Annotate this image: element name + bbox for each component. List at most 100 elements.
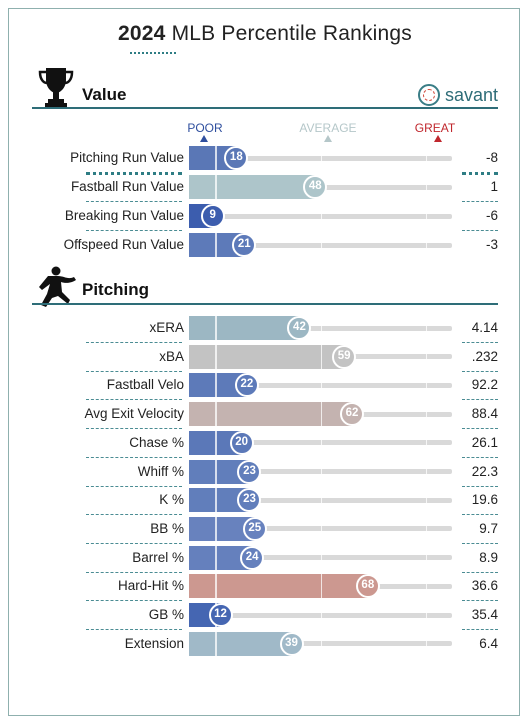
- row-divider-left: [86, 172, 182, 175]
- bar-tick: [425, 603, 428, 627]
- bar-tick: [425, 545, 428, 570]
- metric-value: 8.9: [479, 549, 498, 565]
- bar-tick: [425, 175, 428, 199]
- section-title-pitching: Pitching: [82, 280, 150, 299]
- bar-tick: [320, 373, 322, 398]
- row-divider-right: [462, 571, 498, 573]
- trophy-icon: [38, 68, 74, 109]
- metric-value: 36.6: [471, 578, 498, 594]
- percentile-circle[interactable]: 48: [303, 175, 328, 199]
- bar-tick: [215, 459, 217, 484]
- percentile-bar: [189, 631, 292, 656]
- metric-label: Fastball Velo: [106, 377, 184, 393]
- metric-label: xERA: [149, 320, 184, 335]
- metric-value: 19.6: [471, 492, 498, 508]
- bar-tick: [320, 459, 322, 484]
- bar-tick: [320, 316, 322, 340]
- metric-value: -6: [485, 208, 498, 223]
- bar-tick: [425, 488, 428, 513]
- metric-value: 92.2: [471, 377, 498, 393]
- row-divider-left: [86, 542, 182, 544]
- percentile-circle[interactable]: 39: [279, 631, 304, 656]
- scale-poor-label: POOR: [187, 121, 223, 135]
- metric-label: BB %: [150, 520, 184, 536]
- bar-tick: [425, 516, 428, 541]
- percentile-bar: [189, 316, 300, 340]
- section-title-value: Value: [82, 85, 127, 104]
- row-divider-right: [462, 201, 498, 202]
- metric-value: 26.1: [471, 434, 498, 450]
- row-divider-right: [462, 370, 498, 372]
- percentile-bar: [189, 574, 368, 599]
- bar-tick: [320, 631, 322, 656]
- metric-value: 9.7: [479, 520, 498, 536]
- bar-tick: [215, 175, 217, 199]
- metric-value: 35.4: [471, 607, 498, 622]
- row-divider-right: [462, 230, 498, 231]
- page-title: 2024 MLB Percentile Rankings: [0, 22, 530, 46]
- bar-tick: [425, 204, 428, 228]
- metric-label: Breaking Run Value: [64, 208, 184, 223]
- percentile-bar: [189, 402, 353, 427]
- percentile-circle[interactable]: 25: [242, 516, 267, 541]
- scale-great-arrow: [434, 135, 442, 142]
- percentile-circle[interactable]: 9: [200, 204, 225, 228]
- metric-label: GB %: [148, 607, 184, 622]
- row-divider-left: [86, 571, 182, 573]
- metric-value: -8: [485, 150, 498, 165]
- percentile-circle[interactable]: 22: [234, 373, 259, 398]
- row-divider-left: [86, 514, 182, 516]
- scale-average-label: AVERAGE: [299, 121, 357, 135]
- row-divider-right: [462, 514, 498, 516]
- bar-tick: [215, 430, 217, 455]
- metric-label: Offspeed Run Value: [63, 237, 184, 252]
- percentile-bar: [189, 344, 345, 369]
- row-divider-right: [462, 629, 498, 630]
- pitcher-icon: [39, 266, 76, 307]
- row-divider-right: [462, 342, 498, 343]
- bar-tick: [425, 631, 428, 656]
- savant-label: savant: [445, 84, 499, 105]
- percentile-circle[interactable]: 62: [340, 402, 365, 427]
- percentile-circle[interactable]: 21: [232, 233, 257, 257]
- row-divider-right: [462, 456, 498, 458]
- percentile-circle[interactable]: 42: [287, 316, 312, 340]
- percentile-circle[interactable]: 68: [355, 574, 380, 599]
- bar-tick: [320, 233, 322, 257]
- percentile-circle[interactable]: 18: [224, 146, 249, 170]
- bar-tick: [425, 430, 428, 455]
- bar-tick: [425, 344, 428, 369]
- savant-brand[interactable]: savant: [418, 82, 498, 108]
- baseball-icon: [418, 84, 440, 106]
- row-divider-left: [86, 456, 182, 458]
- title-underline: [130, 52, 176, 54]
- percentile-circle[interactable]: 23: [237, 459, 262, 484]
- title-text: MLB Percentile Rankings: [171, 22, 412, 45]
- bar-tick: [215, 545, 217, 570]
- percentile-circle[interactable]: 24: [240, 545, 265, 570]
- percentile-circle[interactable]: 59: [332, 344, 357, 369]
- bar-tick: [215, 316, 217, 340]
- bar-tick: [215, 488, 217, 513]
- metric-label: Whiff %: [137, 463, 184, 479]
- metric-label: Avg Exit Velocity: [84, 406, 184, 422]
- row-divider-left: [86, 485, 182, 487]
- percentile-bar: [189, 175, 316, 199]
- bar-tick: [425, 402, 428, 427]
- row-divider-right: [462, 542, 498, 544]
- row-divider-right: [462, 485, 498, 487]
- row-divider-right: [462, 172, 498, 175]
- bar-tick: [320, 344, 322, 369]
- bar-tick: [215, 344, 217, 369]
- percentile-circle[interactable]: 12: [208, 603, 233, 627]
- bar-tick: [215, 373, 217, 398]
- row-divider-left: [86, 201, 182, 202]
- bar-tick: [320, 204, 322, 228]
- metric-value: 4.14: [471, 320, 498, 335]
- percentile-circle[interactable]: 20: [229, 430, 254, 455]
- percentile-circle[interactable]: 23: [237, 488, 262, 513]
- metric-label: Pitching Run Value: [70, 150, 184, 165]
- metric-value: -3: [485, 237, 498, 252]
- metric-value: 1: [490, 179, 498, 194]
- bar-tick: [320, 402, 322, 427]
